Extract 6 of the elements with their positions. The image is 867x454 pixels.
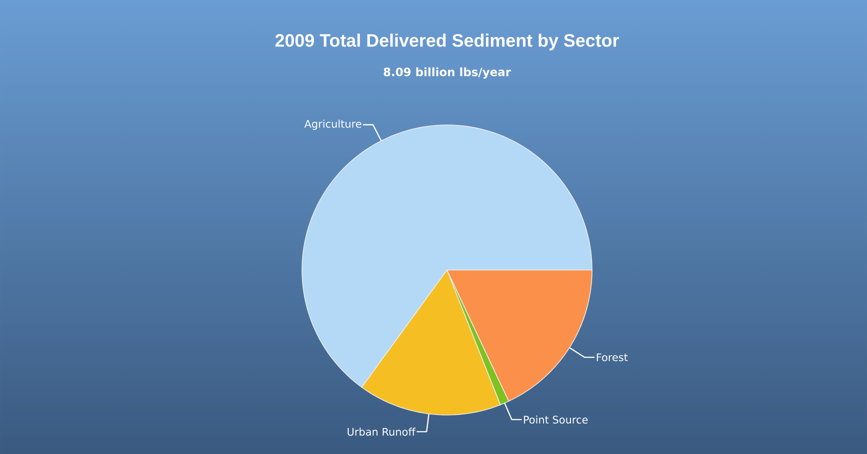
slice-label: Urban Runoff <box>348 428 416 436</box>
slice-label: Agriculture <box>304 120 362 130</box>
chart-subtitle: 8.09 billion lbs/year <box>384 67 511 79</box>
slice-label: Forest <box>596 353 628 362</box>
chart-title: 2009 Total Delivered Sediment by Sector <box>275 34 619 50</box>
slice-label: Point Source <box>524 416 588 424</box>
